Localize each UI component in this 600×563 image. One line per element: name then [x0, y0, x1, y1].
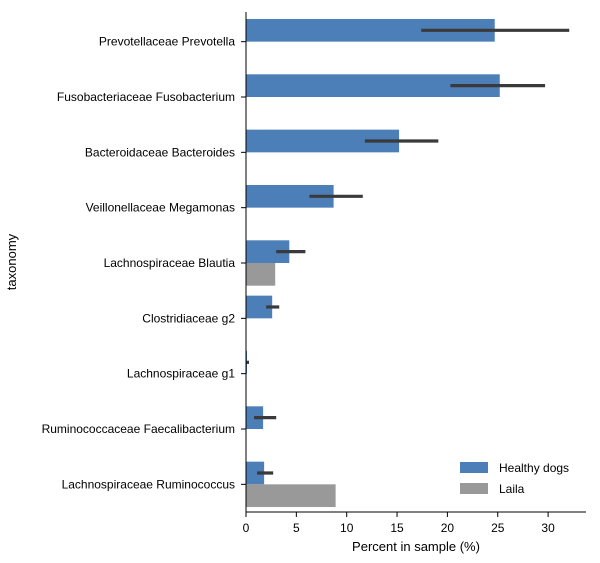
- x-ticks: 0 5 10 15 20 25 30: [243, 512, 555, 535]
- bar-healthy-dogs: [246, 240, 290, 263]
- legend: Healthy dogs Laila: [460, 461, 569, 496]
- legend-swatch-healthy-dogs: [460, 462, 488, 473]
- x-tick-label: 10: [340, 521, 354, 535]
- bar-healthy-dogs: [246, 461, 265, 485]
- y-tick-label: Veillonellaceae Megamonas: [86, 201, 235, 215]
- legend-swatch-laila: [460, 483, 488, 494]
- y-tick-label: Bacteroidaceae Bacteroides: [85, 145, 235, 159]
- y-tick-label: Fusobacteriaceae Fusobacterium: [57, 90, 235, 104]
- bar-healthy-dogs: [246, 74, 500, 97]
- y-tick-label: Clostridiaceae g2: [142, 311, 235, 325]
- legend-label-laila: Laila: [499, 482, 525, 496]
- x-tick-label: 5: [293, 521, 300, 535]
- y-tick-label: Lachnospiraceae g1: [127, 367, 235, 381]
- x-tick-label: 0: [243, 521, 250, 535]
- bar-healthy-dogs: [246, 18, 495, 42]
- y-tick-label: Lachnospiraceae Ruminococcus: [62, 477, 235, 491]
- bar-healthy-dogs: [246, 295, 273, 319]
- x-axis-label: Percent in sample (%): [352, 539, 480, 554]
- y-ticks: Prevotellaceae Prevotella Fusobacteriacea…: [42, 35, 246, 491]
- y-tick-label: Lachnospiraceae Blautia: [104, 256, 236, 270]
- bar-laila: [246, 484, 336, 508]
- y-tick-label: Prevotellaceae Prevotella: [99, 35, 235, 49]
- bars-layer: [246, 18, 500, 508]
- y-tick-label: Ruminococcaceae Faecalibacterium: [42, 422, 235, 436]
- x-tick-label: 25: [491, 521, 505, 535]
- bar-healthy-dogs: [246, 129, 400, 153]
- x-tick-label: 15: [390, 521, 404, 535]
- x-tick-label: 20: [441, 521, 455, 535]
- y-axis-label: taxonomy: [4, 233, 19, 290]
- legend-label-healthy-dogs: Healthy dogs: [499, 461, 569, 475]
- error-bars-layer: [246, 28, 570, 475]
- bar-healthy-dogs: [246, 184, 334, 208]
- x-tick-label: 30: [541, 521, 555, 535]
- bar-laila: [246, 263, 276, 286]
